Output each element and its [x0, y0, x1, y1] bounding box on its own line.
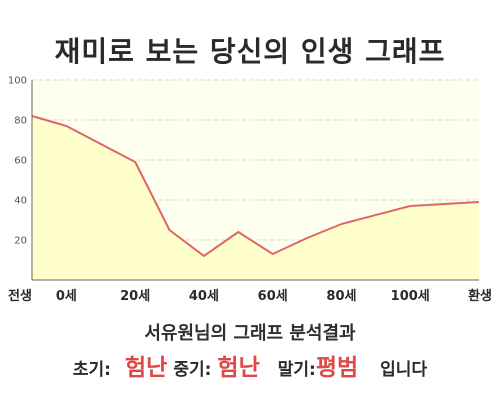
x-tick-label: 60세: [258, 289, 288, 304]
area-fill: [32, 116, 479, 280]
y-tick-label: 100: [8, 76, 27, 87]
early-value: 험난: [125, 355, 168, 381]
result-line: 초기: 험난 중기: 험난 말기:평범 입니다: [0, 348, 500, 382]
middle-label: 중기:: [173, 360, 212, 380]
chart-title: 재미로 보는 당신의 인생 그래프: [54, 35, 446, 68]
x-tick-label: 40세: [189, 289, 219, 304]
x-tick-label: 전생: [8, 288, 32, 304]
y-tick-label: 20: [14, 236, 27, 247]
series-line: [31, 115, 480, 257]
x-tick-label: 80세: [326, 289, 356, 304]
early-label: 초기:: [72, 360, 111, 380]
x-tick-labels: 전생 0세 20세 40세 60세 80세 100세 환생: [8, 288, 492, 304]
result-title: 서유원님의 그래프 분석결과: [144, 323, 356, 344]
x-tick-label: 환생: [468, 288, 492, 304]
middle-value: 험난: [217, 355, 260, 381]
late-label: 말기:: [277, 360, 316, 380]
x-tick-label: 0세: [56, 289, 77, 304]
late-value: 평범: [315, 355, 359, 381]
result-suffix: 입니다: [380, 360, 428, 380]
y-tick-label: 40: [14, 196, 27, 207]
x-tick-label: 100세: [391, 289, 430, 304]
y-tick-labels: 100 80 60 40 20: [8, 76, 27, 247]
y-tick-label: 60: [14, 156, 27, 167]
x-tick-label: 20세: [120, 289, 150, 304]
y-tick-label: 80: [14, 116, 27, 127]
